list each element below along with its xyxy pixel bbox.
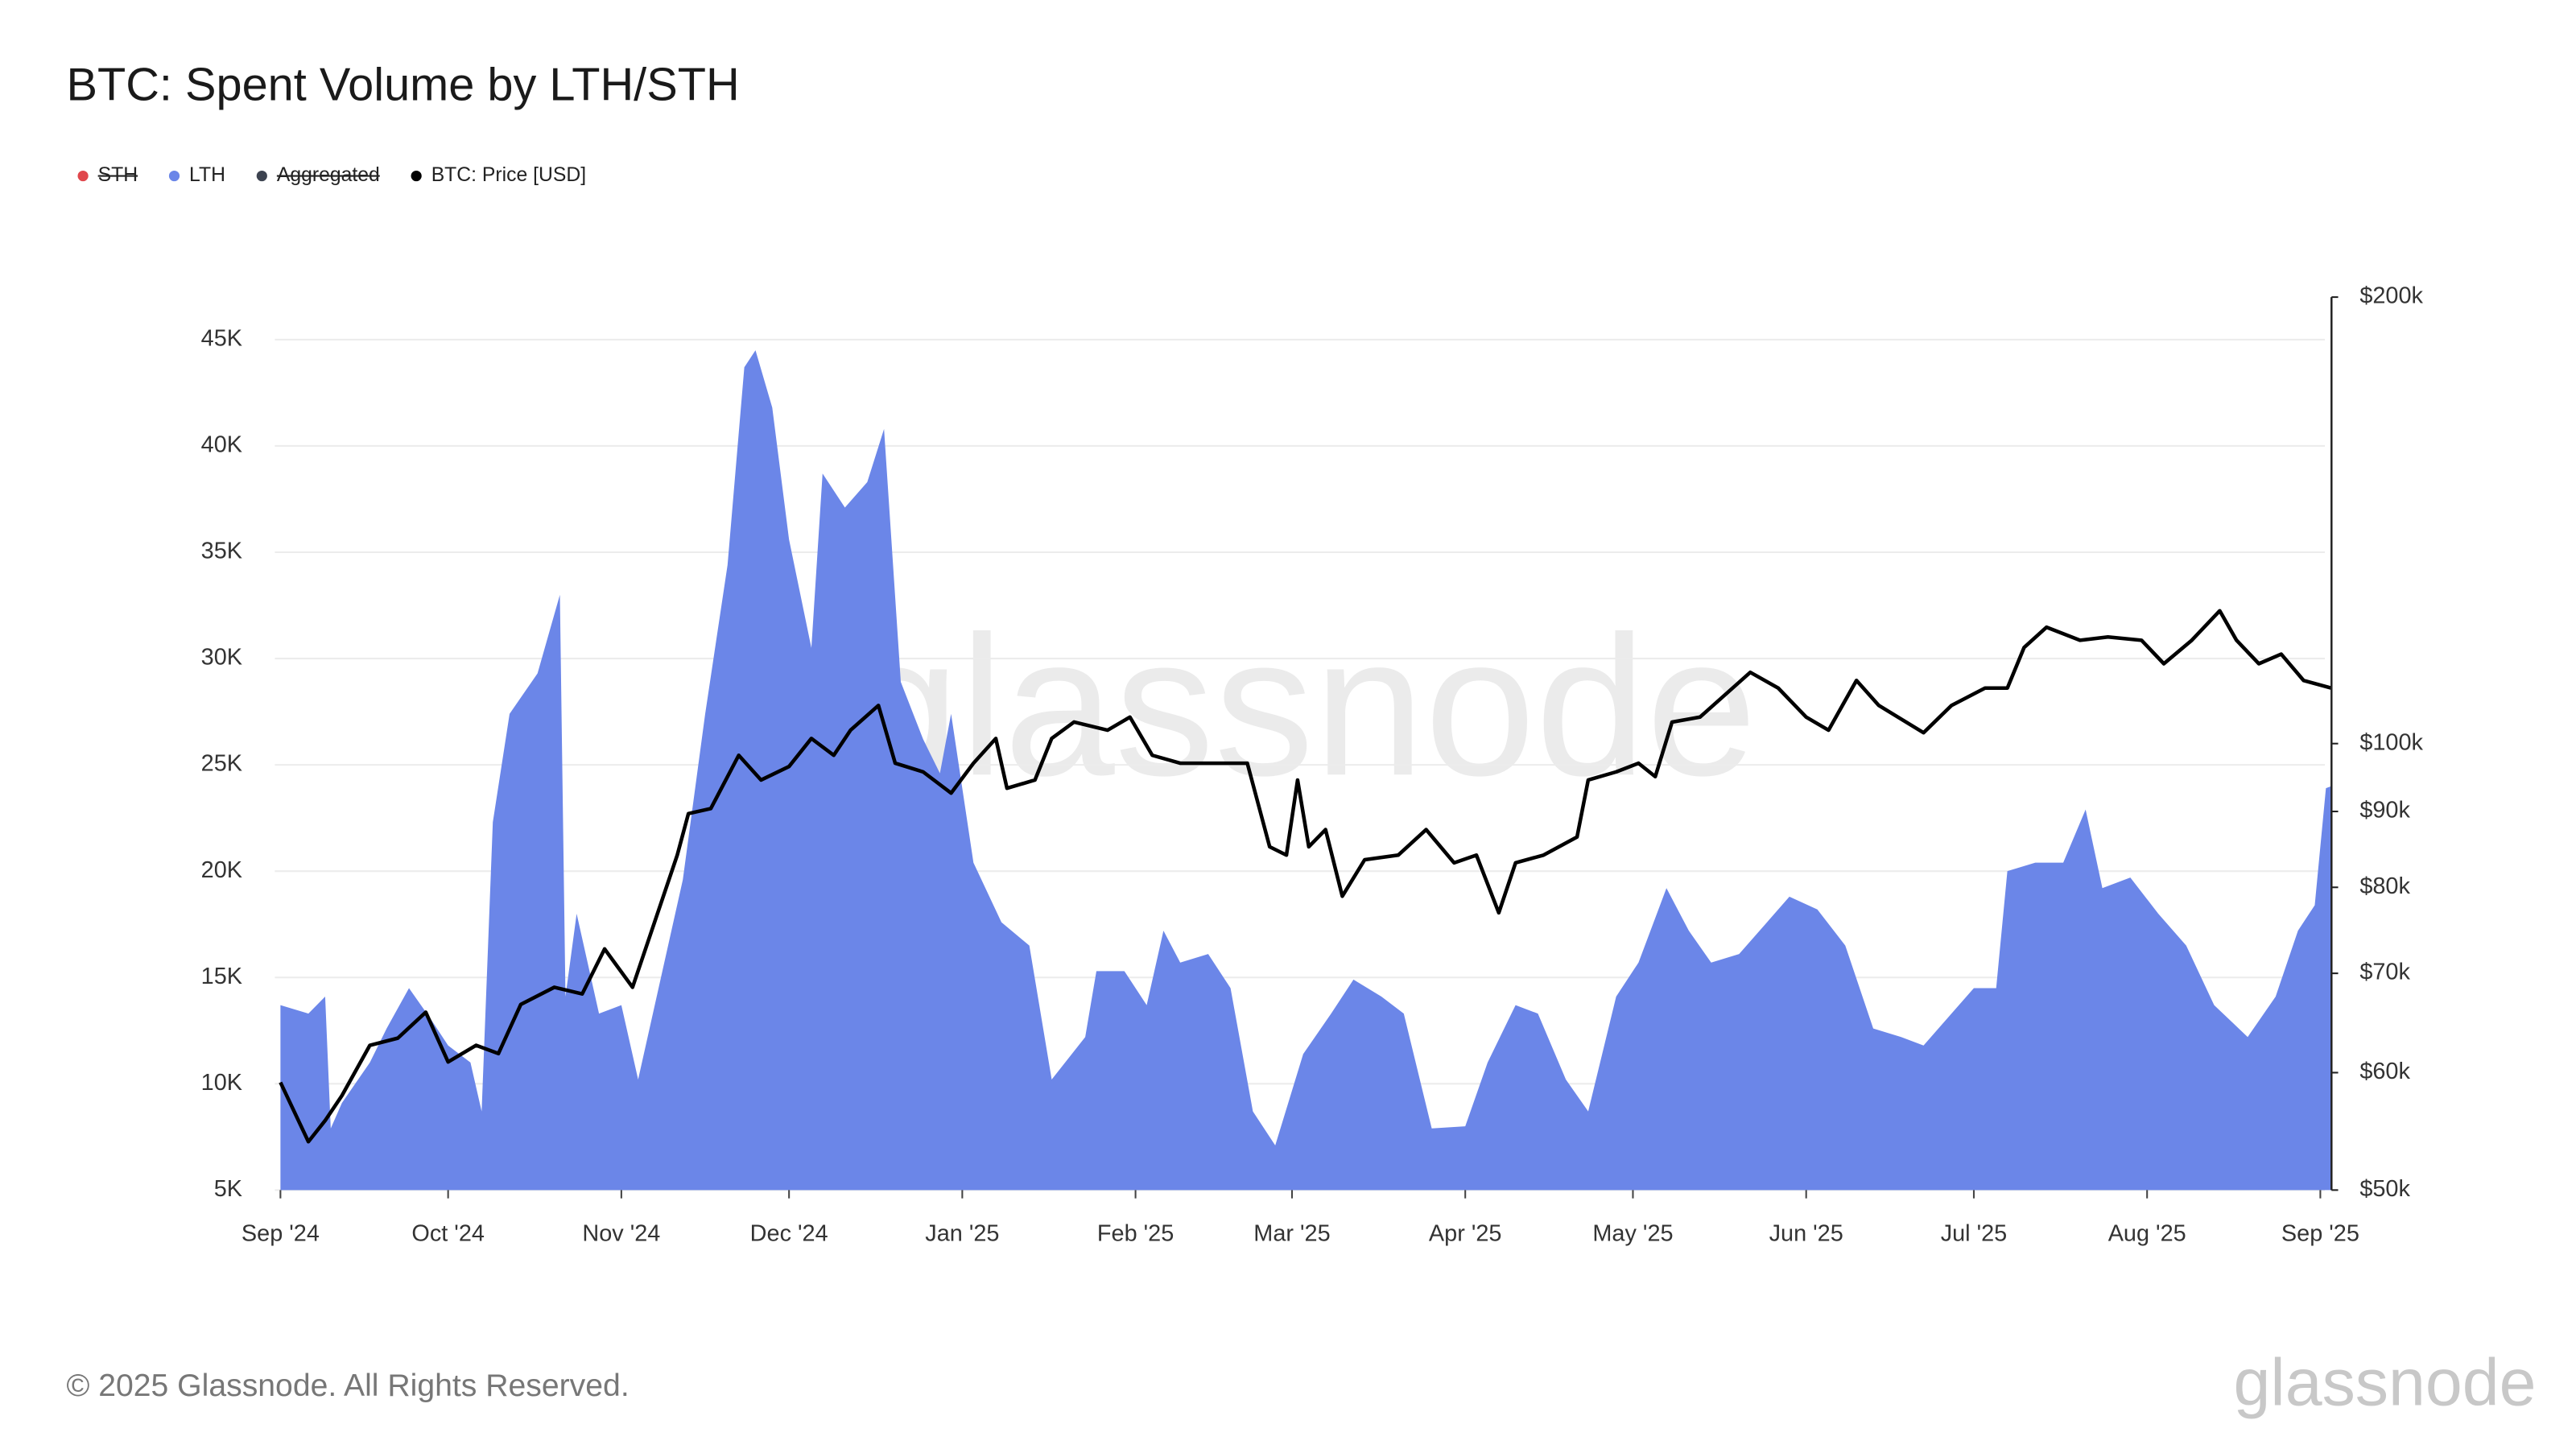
copyright: © 2025 Glassnode. All Rights Reserved. — [66, 1368, 629, 1403]
legend-dot — [168, 170, 180, 182]
area — [280, 350, 2332, 1191]
legend-item[interactable]: LTH — [168, 164, 225, 186]
y2-tick-label: $70k — [2359, 960, 2410, 985]
y2-tick-label: $90k — [2359, 798, 2410, 824]
x-tick-label: Mar '25 — [1253, 1221, 1330, 1247]
x-tick-label: Nov '24 — [582, 1221, 660, 1247]
x-tick-label: Apr '25 — [1429, 1221, 1502, 1247]
legend-item[interactable]: Aggregated — [256, 164, 380, 186]
y2-tick-label: $80k — [2359, 873, 2410, 899]
legend-dot — [411, 170, 422, 182]
x-tick-label: Sep '24 — [242, 1221, 320, 1247]
x-tick-label: Oct '24 — [411, 1221, 485, 1247]
logo: glassnode — [2234, 1345, 2537, 1419]
y-tick-label: 5K — [214, 1176, 242, 1202]
x-tick-label: Aug '25 — [2108, 1221, 2186, 1247]
y2-tick-label: $60k — [2359, 1059, 2410, 1084]
x-tick-label: Jan '25 — [925, 1221, 999, 1247]
y-tick-label: 35K — [201, 539, 242, 564]
x-tick-label: Feb '25 — [1097, 1221, 1174, 1247]
y2-tick-label: $50k — [2359, 1176, 2410, 1202]
y2-tick-label: $100k — [2359, 729, 2423, 755]
legend-dot — [256, 170, 267, 182]
y-tick-label: 15K — [201, 964, 242, 989]
y2-tick-label: $200k — [2359, 283, 2423, 309]
y-tick-label: 20K — [201, 857, 242, 883]
chart-title: BTC: Spent Volume by LTH/STH — [66, 60, 739, 111]
y-tick-label: 10K — [201, 1070, 242, 1096]
x-tick-label: Jun '25 — [1769, 1221, 1843, 1247]
legend-dot — [77, 170, 89, 182]
y-tick-label: 40K — [201, 432, 242, 458]
line — [279, 609, 2332, 1144]
x-tick-label: May '25 — [1592, 1221, 1673, 1247]
watermark: glassnode — [849, 595, 1757, 817]
x-tick-label: Sep '25 — [2281, 1221, 2359, 1247]
y-tick-label: 45K — [201, 326, 242, 352]
legend-label: LTH — [189, 164, 225, 186]
legend-item[interactable]: STH — [77, 164, 138, 186]
y-tick-label: 30K — [201, 645, 242, 671]
legend-label: BTC: Price [USD] — [431, 164, 586, 186]
y-tick-label: 25K — [201, 751, 242, 777]
x-tick-label: Jul '25 — [1941, 1221, 2008, 1247]
x-tick-label: Dec '24 — [750, 1221, 828, 1247]
legend-item[interactable]: BTC: Price [USD] — [411, 164, 587, 186]
